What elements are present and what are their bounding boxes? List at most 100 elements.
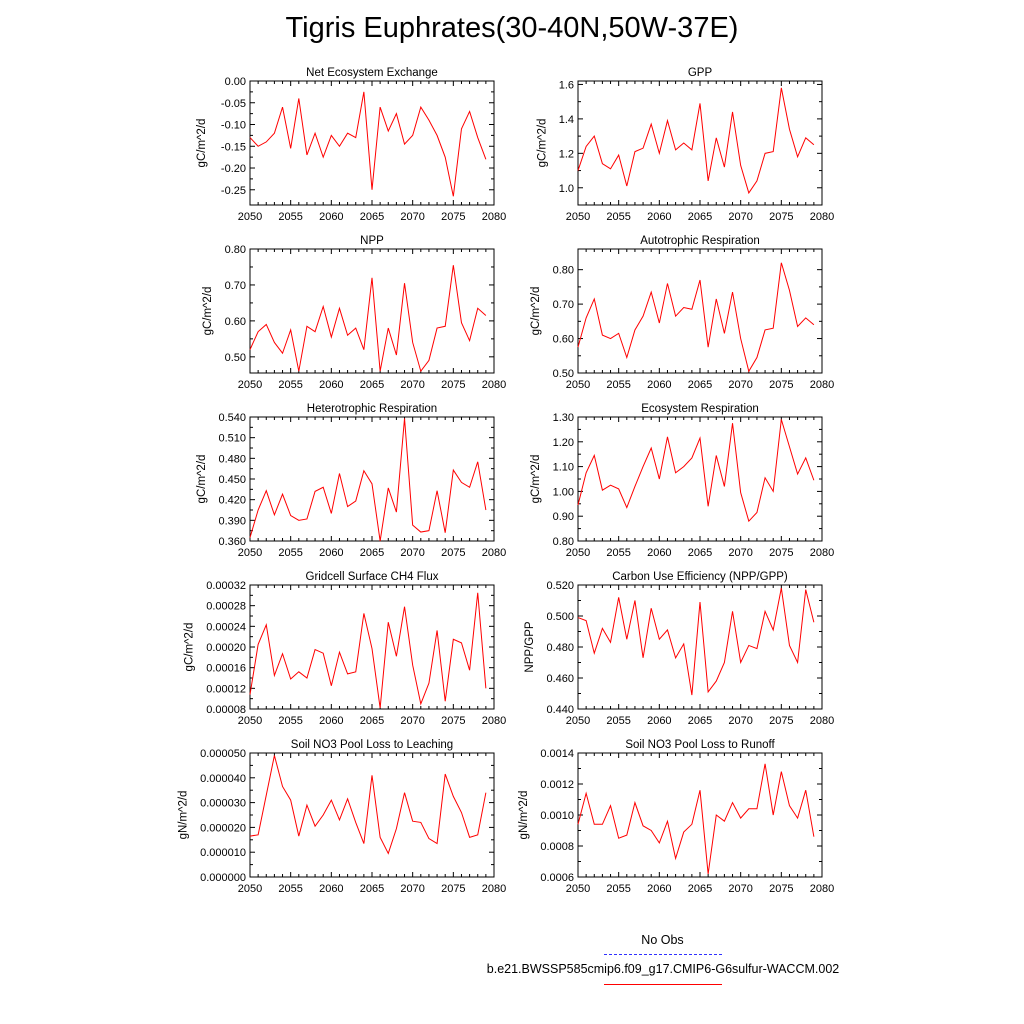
- chart-panel-8: Carbon Use Efficiency (NPP/GPP) 2050 2055 2…: [524, 571, 834, 727]
- x-tick-label: 2080: [810, 715, 834, 727]
- series-line: [577, 763, 815, 874]
- x-tick-label: 2080: [810, 883, 834, 895]
- x-tick-label: 2080: [482, 883, 506, 895]
- y-tick-label: 0.440: [546, 704, 574, 716]
- plot-frame: [577, 416, 823, 542]
- y-tick-label: 0.0006: [540, 872, 574, 884]
- legend-obs-label: No Obs: [641, 933, 684, 947]
- x-tick-label: 2060: [319, 547, 343, 559]
- panel-title: Net Ecosystem Exchange: [306, 67, 438, 79]
- x-tick-label: 2070: [400, 547, 424, 559]
- x-tick-label: 2065: [688, 883, 712, 895]
- figure-title: Tigris Euphrates(30-40N,50W-37E): [285, 12, 739, 44]
- x-tick-label: 2075: [441, 883, 465, 895]
- x-tick-label: 2070: [728, 379, 752, 391]
- x-tick-label: 2065: [360, 715, 384, 727]
- y-tick-label: 0.00016: [206, 663, 246, 675]
- x-tick-label: 2060: [319, 211, 343, 223]
- y-tick-label: 0.60: [225, 316, 246, 328]
- y-tick-label: 0.540: [218, 412, 246, 424]
- y-tick-label: 0.80: [225, 244, 246, 256]
- series-line: [249, 418, 487, 542]
- y-tick-label: -0.05: [221, 98, 246, 110]
- y-tick-label: 0.480: [546, 642, 574, 654]
- y-axis-label: NPP/GPP: [524, 621, 536, 672]
- y-tick-label: 0.00032: [206, 580, 246, 592]
- y-tick-label: 0.0012: [540, 779, 574, 791]
- x-tick-label: 2070: [728, 211, 752, 223]
- x-tick-label: 2050: [566, 715, 590, 727]
- x-tick-label: 2060: [319, 715, 343, 727]
- y-tick-label: 0.00028: [206, 601, 246, 613]
- x-tick-label: 2080: [810, 211, 834, 223]
- panel-title: Carbon Use Efficiency (NPP/GPP): [612, 571, 788, 583]
- x-tick-label: 2075: [441, 379, 465, 391]
- x-tick-label: 2065: [688, 379, 712, 391]
- chart-panel-2: GPP 2050 2055 2060 2065 2070 2075 2080 1.0 1.2 1.4…: [536, 67, 834, 223]
- y-tick-label: 0.50: [553, 368, 574, 380]
- x-tick-label: 2065: [688, 211, 712, 223]
- x-tick-label: 2070: [400, 883, 424, 895]
- chart-panel-7: Gridcell Surface CH4 Flux 2050 2055 2060 206…: [184, 571, 507, 727]
- y-tick-label: 0.0014: [540, 748, 574, 760]
- y-tick-label: 0.360: [218, 536, 246, 548]
- y-tick-label: -0.20: [221, 163, 246, 175]
- y-tick-label: 0.70: [225, 280, 246, 292]
- x-tick-label: 2065: [360, 883, 384, 895]
- panel-title: Autotrophic Respiration: [640, 235, 760, 247]
- x-tick-label: 2070: [400, 211, 424, 223]
- chart-panel-4: Autotrophic Respiration 2050 2055 2060 2065 2…: [530, 235, 834, 391]
- panel-title: Soil NO3 Pool Loss to Leaching: [291, 739, 453, 751]
- panel-title: Heterotrophic Respiration: [307, 403, 437, 415]
- y-tick-label: 0.0010: [540, 810, 574, 822]
- x-tick-label: 2050: [566, 547, 590, 559]
- series-line: [249, 91, 487, 197]
- plot-frame: [249, 416, 495, 542]
- x-tick-label: 2080: [810, 379, 834, 391]
- y-tick-label: 1.6: [559, 79, 574, 91]
- x-tick-label: 2075: [441, 547, 465, 559]
- x-tick-label: 2055: [606, 379, 630, 391]
- y-tick-label: 0.90: [553, 511, 574, 523]
- plot-frame: [249, 752, 495, 878]
- x-tick-label: 2080: [482, 715, 506, 727]
- x-tick-label: 2050: [238, 715, 262, 727]
- y-tick-label: 0.60: [553, 334, 574, 346]
- plot-frame: [577, 752, 823, 878]
- chart-panel-3: NPP 2050 2055 2060 2065 2070 2075 2080 0.50 0.60 0…: [202, 235, 506, 391]
- y-tick-label: 0.0008: [540, 841, 574, 853]
- y-tick-label: 0.480: [218, 453, 246, 465]
- legend-case-label: b.e21.BWSSP585cmip6.f09_g17.CMIP6-G6sulf…: [486, 962, 840, 976]
- series-line: [249, 592, 487, 709]
- x-tick-label: 2050: [238, 211, 262, 223]
- y-tick-label: 0.80: [553, 265, 574, 277]
- x-tick-label: 2075: [769, 715, 793, 727]
- y-axis-label: gC/m^2/d: [184, 623, 196, 672]
- x-tick-label: 2075: [769, 379, 793, 391]
- y-axis-label: gC/m^2/d: [530, 455, 542, 504]
- x-tick-label: 2050: [566, 379, 590, 391]
- y-tick-label: 0.00012: [206, 683, 246, 695]
- x-tick-label: 2050: [238, 379, 262, 391]
- y-tick-label: 0.420: [218, 495, 246, 507]
- y-axis-label: gN/m^2/d: [518, 791, 530, 840]
- y-tick-label: 0.70: [553, 299, 574, 311]
- x-tick-label: 2060: [647, 211, 671, 223]
- y-tick-label: 0.000050: [200, 748, 246, 760]
- chart-panel-5: Heterotrophic Respiration 2050 2055 2060 206…: [196, 403, 506, 559]
- x-tick-label: 2070: [728, 883, 752, 895]
- x-tick-label: 2065: [360, 547, 384, 559]
- plot-frame: [249, 248, 495, 374]
- y-tick-label: 0.80: [553, 536, 574, 548]
- x-tick-label: 2055: [278, 211, 302, 223]
- y-tick-label: 0.390: [218, 515, 246, 527]
- chart-panel-10: Soil NO3 Pool Loss to Runoff 2050 2055 2060…: [518, 739, 834, 895]
- x-tick-label: 2055: [606, 547, 630, 559]
- x-tick-label: 2060: [319, 883, 343, 895]
- y-axis-label: gC/m^2/d: [202, 287, 214, 336]
- panel-title: Ecosystem Respiration: [641, 403, 759, 415]
- y-tick-label: 1.10: [553, 462, 574, 474]
- x-tick-label: 2050: [238, 547, 262, 559]
- legend-obs-line: [604, 954, 722, 955]
